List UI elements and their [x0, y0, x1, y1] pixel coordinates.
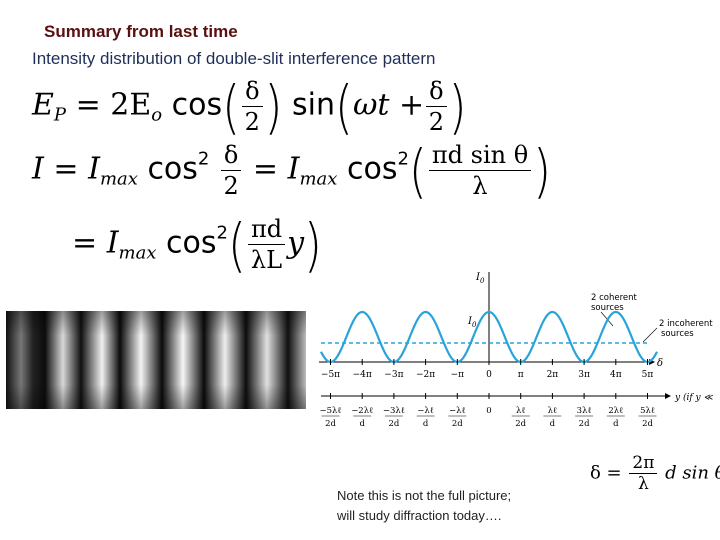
delta-tick-label: 4π [610, 370, 622, 380]
eo-subscript: o [151, 104, 163, 126]
legend-coherent-line1: 2 coherent [591, 293, 638, 303]
imax-symbol-2: I [287, 151, 300, 187]
ep-symbol: E [32, 87, 54, 123]
equals-sign: = [252, 151, 279, 187]
two-pi-num: 2π [629, 453, 658, 474]
y-tick-denominator: 2d [579, 419, 590, 429]
equals-sign-2: = [72, 225, 98, 261]
y-tick-denominator: 2d [515, 419, 526, 429]
imax-symbol: I [88, 151, 100, 187]
ep-coefficient: = 2E [75, 87, 152, 123]
delta-tick-label: −π [451, 370, 465, 380]
max-subscript-3: max [118, 242, 157, 264]
max-subscript-2: max [299, 168, 338, 190]
delta-lhs: δ = [590, 462, 622, 484]
equation-intensity-y: = Imax cos2(πd λL y) [72, 210, 322, 279]
square-exponent: 2 [197, 148, 210, 170]
y-tick-numerator: λℓ [548, 406, 557, 416]
delta-tick-label: 3π [578, 370, 590, 380]
sin-func: sin [292, 87, 336, 123]
legend-incoherent-pointer [642, 327, 658, 343]
ep-subscript: P [53, 104, 67, 126]
y-tick-numerator: −λℓ [417, 406, 434, 416]
delta-tick-label: 5π [642, 370, 654, 380]
y-tick-denominator: 2d [642, 419, 653, 429]
two-den-3: 2 [223, 172, 239, 200]
lambda-l-den: λL [250, 246, 283, 274]
omega-t: ωt + [352, 87, 425, 123]
lambda-den-2: λ [637, 474, 649, 494]
delta-formula: δ = 2π λ d sin θ [590, 453, 720, 494]
y-tick-numerator: λℓ [516, 406, 525, 416]
y-tick-numerator: 0 [486, 406, 491, 416]
delta-tick-label: 2π [547, 370, 559, 380]
legend-incoherent-line1: 2 incoherent [659, 319, 713, 329]
delta-num-2: δ [426, 76, 447, 107]
intensity-plot: I0 I0 δ y (if y ≪ ℓ) 2 coherent sources … [313, 266, 720, 446]
y-tick-denominator: d [423, 419, 429, 429]
note-line-2: will study diffraction today…. [337, 508, 502, 523]
square-exponent-2: 2 [397, 148, 409, 170]
y-tick-denominator: 2d [452, 419, 463, 429]
delta-num-3: δ [220, 140, 242, 171]
y-tick-denominator: d [613, 419, 619, 429]
intensity-axis-label: I0 [475, 272, 485, 285]
y-tick-denominator: d [359, 419, 365, 429]
two-den: 2 [244, 108, 260, 136]
square-exponent-3: 2 [216, 222, 228, 244]
delta-tick-label: −4π [353, 370, 372, 380]
delta-tick-label: −2π [416, 370, 435, 380]
y-variable: y [287, 225, 305, 261]
intensity-lhs: I = [32, 151, 79, 187]
delta-tick-label: −3π [384, 370, 403, 380]
y-tick-numerator: −3λℓ [383, 406, 405, 416]
y-tick-denominator: d [550, 419, 556, 429]
cos-squared: cos [147, 151, 198, 187]
d-sin-theta: d sin θ [665, 462, 720, 484]
y-tick-numerator: 2λℓ [608, 406, 623, 416]
fringes-image [6, 311, 306, 409]
legend-incoherent-line2: sources [661, 329, 694, 339]
y-tick-denominator: 2d [325, 419, 336, 429]
slide-title: Summary from last time [44, 22, 238, 41]
cos-func: cos [171, 87, 223, 123]
pi-d-sin-theta: πd sin θ [428, 140, 532, 171]
cos-squared-2: cos [346, 151, 398, 187]
two-den-2: 2 [428, 108, 445, 136]
note-text: Note this is not the full picture; will … [337, 486, 511, 526]
y-axis-label: y (if y ≪ ℓ) [674, 392, 713, 403]
y-axis-arrow [665, 393, 671, 399]
i0-label: I0 [467, 316, 477, 329]
interference-fringes-photo [6, 311, 306, 409]
lambda-den: λ [472, 172, 488, 200]
pi-d-num: πd [247, 214, 286, 245]
delta-tick-label: π [518, 370, 524, 380]
delta-num: δ [242, 76, 263, 107]
y-tick-denominator: 2d [388, 419, 399, 429]
delta-tick-label: 0 [486, 370, 492, 380]
intensity-plot-svg: I0 I0 δ y (if y ≪ ℓ) 2 coherent sources … [319, 272, 720, 429]
coherent-curve [320, 310, 658, 364]
y-tick-numerator: 3λℓ [577, 406, 592, 416]
y-tick-numerator: −2λℓ [351, 406, 373, 416]
y-tick-numerator: −5λℓ [320, 406, 342, 416]
max-subscript: max [99, 168, 138, 190]
delta-tick-label: −5π [321, 370, 340, 380]
note-line-1: Note this is not the full picture; [337, 488, 512, 503]
y-tick-numerator: 5λℓ [640, 406, 655, 416]
delta-axis-label: δ [657, 358, 663, 369]
slide-subtitle: Intensity distribution of double-slit in… [32, 49, 436, 68]
cos-squared-3: cos [166, 225, 217, 261]
y-tick-numerator: −λℓ [449, 406, 466, 416]
imax-symbol-3: I [106, 225, 119, 261]
equation-ep: EP = 2Eo cos(δ 2) sin(ωt + δ 2) [32, 72, 467, 141]
legend-coherent-line2: sources [591, 303, 624, 313]
